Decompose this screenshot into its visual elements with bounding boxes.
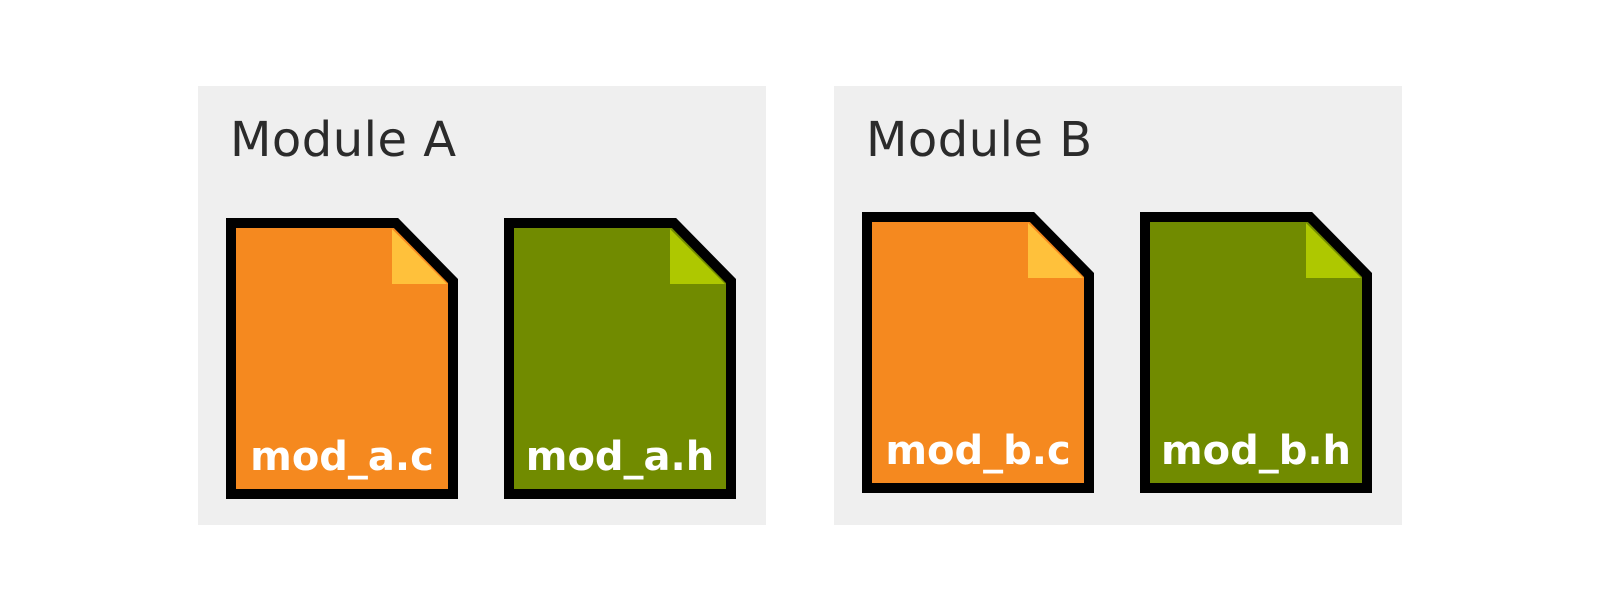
module-b-panel: Module B mod_b.c mod_b.h bbox=[834, 86, 1402, 525]
file-icon-mod-b-c[interactable]: mod_b.c bbox=[862, 212, 1094, 493]
document-icon bbox=[862, 212, 1094, 493]
module-b-title: Module B bbox=[866, 112, 1093, 168]
file-icon-mod-a-h[interactable]: mod_a.h bbox=[504, 218, 736, 499]
document-icon bbox=[226, 218, 458, 499]
file-name-label: mod_a.h bbox=[525, 434, 715, 480]
file-name-label: mod_a.c bbox=[250, 434, 434, 480]
file-name-label: mod_b.c bbox=[885, 428, 1071, 474]
file-icon-mod-b-h[interactable]: mod_b.h bbox=[1140, 212, 1372, 493]
document-icon bbox=[504, 218, 736, 499]
file-name-label: mod_b.h bbox=[1160, 428, 1352, 474]
document-icon bbox=[1140, 212, 1372, 493]
file-icon-mod-a-c[interactable]: mod_a.c bbox=[226, 218, 458, 499]
module-a-title: Module A bbox=[230, 112, 457, 168]
module-a-panel: Module A mod_a.c mod_a.h bbox=[198, 86, 766, 525]
